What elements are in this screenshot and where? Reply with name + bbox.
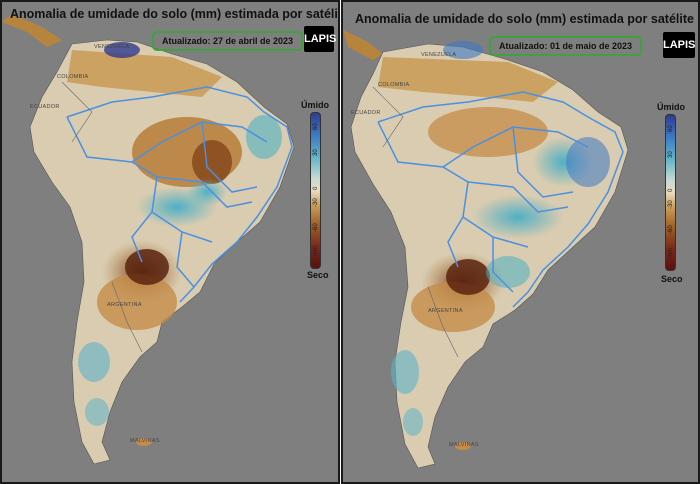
amazon-dry-core — [192, 140, 232, 184]
patagonia-wet-region — [391, 350, 419, 394]
tick-unit: mm — [313, 246, 319, 256]
central-wet-region — [473, 195, 563, 239]
tick-unit: mm — [668, 248, 674, 258]
tick-30: 30 — [668, 151, 674, 158]
patagonia-wet-region-2 — [85, 398, 109, 426]
panel-title: Anomalia de umidade do solo (mm) estimad… — [10, 7, 340, 21]
country-borders — [372, 86, 459, 358]
central-america-shape — [2, 14, 62, 47]
label-venezuela: VENEZUELA — [94, 44, 130, 50]
lapis-logo: LAPIS — [304, 26, 336, 52]
lapis-logo: LAPIS — [663, 32, 695, 58]
label-venezuela: VENEZUELA — [421, 52, 457, 58]
label-argentina: ARGENTINA — [428, 308, 463, 314]
patagonia-wet-region-2 — [403, 408, 423, 436]
soil-moisture-map-right — [343, 30, 629, 469]
label-colombia: COLOMBIA — [378, 82, 410, 88]
tick-0: 0 — [313, 186, 319, 190]
northeast-wet-core — [566, 137, 610, 187]
tick-minus30: -30 — [668, 200, 674, 209]
label-ecuador: ECUADOR — [30, 104, 60, 110]
label-malvinas: MALVINAS — [130, 438, 160, 444]
argentina-dry-core — [125, 249, 169, 285]
patagonia-wet-region — [78, 342, 110, 382]
brazil-state-borders — [66, 86, 293, 303]
venezuela-wet-spot — [104, 42, 140, 58]
legend-wet-label: Úmido — [657, 102, 685, 112]
map-panel-left: VENEZUELA COLOMBIA ECUADOR ARGENTINA MAL… — [0, 0, 340, 484]
tick-minus60: -60 — [313, 223, 319, 232]
tick-minus30: -30 — [313, 198, 319, 207]
map-panel-right: VENEZUELA COLOMBIA ECUADOR ARGENTINA MAL… — [341, 0, 700, 484]
north-dry-region — [67, 50, 222, 97]
malvinas-islands — [136, 438, 152, 446]
tick-30: 30 — [313, 149, 319, 156]
update-date-badge: Atualizado: 01 de maio de 2023 — [489, 36, 643, 56]
central-wet-region-2 — [187, 178, 227, 206]
tick-60: 60 — [313, 123, 319, 130]
update-date-badge: Atualizado: 27 de abril de 2023 — [152, 31, 304, 51]
brazil-state-borders — [377, 91, 624, 308]
label-colombia: COLOMBIA — [57, 74, 89, 80]
panel-title: Anomalia de umidade do solo (mm) estimad… — [355, 12, 694, 26]
venezuela-wet-spot — [443, 41, 483, 59]
amazon-dry-region — [428, 107, 548, 157]
pampas-dry-region — [97, 274, 177, 330]
tick-60: 60 — [668, 125, 674, 132]
country-borders — [61, 81, 143, 353]
pampas-dry-region — [411, 282, 495, 332]
label-ecuador: ECUADOR — [351, 110, 381, 116]
legend-dry-label: Seco — [661, 274, 683, 284]
tick-minus60: -60 — [668, 225, 674, 234]
south-brazil-wet-region — [486, 256, 530, 288]
argentina-dry-core — [446, 259, 490, 295]
central-america-shape — [343, 30, 383, 60]
colorbar — [665, 114, 676, 271]
soil-moisture-map-left — [2, 14, 295, 465]
legend-dry-label: Seco — [307, 270, 329, 280]
north-dry-region — [378, 57, 558, 102]
label-argentina: ARGENTINA — [107, 302, 142, 308]
tick-0: 0 — [668, 188, 674, 192]
colorbar — [310, 112, 321, 269]
malvinas-islands — [455, 442, 471, 450]
northeast-wet-region — [246, 115, 282, 159]
legend-wet-label: Úmido — [301, 100, 329, 110]
label-malvinas: MALVINAS — [449, 442, 479, 448]
